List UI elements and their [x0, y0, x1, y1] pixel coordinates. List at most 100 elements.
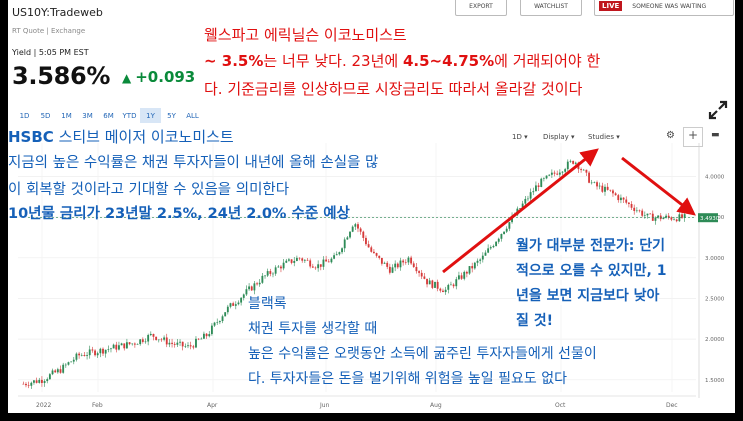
candle-body — [83, 355, 86, 357]
candle-body — [346, 237, 349, 240]
candle-body — [503, 231, 505, 234]
candle-body — [601, 185, 604, 192]
candle-body — [497, 238, 500, 242]
expand-icon[interactable] — [708, 100, 728, 120]
range-1m[interactable]: 1M — [61, 111, 72, 120]
crosshair-box[interactable] — [683, 127, 703, 147]
candle-body — [428, 280, 431, 285]
blackrock-text-2: 높은 수익률은 오랫동안 소득에 굶주린 투자자들에게 선물이 — [248, 346, 597, 362]
comment-icon[interactable]: ▬ — [711, 130, 720, 140]
wells-fargo-title: 웰스파고 에릭닐슨 이코노미스트 — [204, 26, 407, 44]
candle-body — [431, 280, 434, 288]
candle-body — [590, 182, 593, 184]
candle-body — [447, 284, 450, 290]
candle-body — [391, 267, 394, 273]
candle-body — [147, 334, 150, 342]
candle-body — [237, 302, 240, 305]
candle-body — [561, 171, 564, 173]
candle-body — [112, 344, 115, 349]
candle-body — [681, 214, 683, 218]
candle-body — [386, 262, 389, 267]
candle-body — [319, 264, 322, 267]
candle-body — [120, 343, 123, 346]
candle-body — [657, 215, 660, 218]
candle-body — [240, 297, 243, 303]
candle-body — [574, 162, 577, 164]
candle-body — [399, 260, 402, 268]
candle-body — [208, 334, 211, 337]
range-all[interactable]: ALL — [186, 111, 199, 120]
candle-body — [542, 178, 545, 179]
candle-body — [115, 344, 118, 350]
candle-body — [630, 204, 633, 208]
blackrock-title: 블랙록 — [248, 296, 287, 312]
candle-body — [476, 260, 479, 263]
range-5d[interactable]: 5D — [40, 111, 51, 120]
candle-body — [596, 182, 598, 187]
candle-body — [402, 260, 405, 263]
candle-body — [450, 284, 452, 286]
candle-body — [234, 304, 237, 306]
candle-body — [181, 341, 184, 347]
candle-body — [91, 349, 94, 351]
candle-body — [56, 369, 59, 373]
candle-body — [338, 252, 341, 255]
candle-body — [314, 267, 317, 269]
candle-body — [357, 224, 359, 229]
candle-body — [365, 237, 367, 245]
live-tv-button[interactable]: LIVE SOMEONE WAS WAITING — [594, 0, 734, 16]
candle-body — [221, 316, 224, 322]
studies-dropdown[interactable]: Studies ▾ — [588, 133, 620, 141]
range-1y[interactable]: 1Y — [140, 108, 161, 123]
range-3m[interactable]: 3M — [82, 111, 93, 120]
display-dropdown[interactable]: Display ▾ — [543, 133, 575, 141]
candle-body — [659, 215, 662, 220]
live-badge: LIVE — [599, 1, 623, 11]
candle-body — [99, 348, 102, 354]
export-button[interactable]: EXPORT — [455, 0, 507, 16]
candle-body — [349, 231, 351, 238]
candle-body — [481, 255, 484, 260]
candle-body — [532, 191, 535, 193]
y-tick-label: 1.5000 — [705, 378, 725, 384]
candle-body — [667, 215, 670, 218]
candle-body — [418, 271, 421, 273]
candle-body — [500, 233, 503, 239]
candle-body — [110, 348, 112, 350]
ticker-symbol: US10Y:Tradeweb — [12, 6, 103, 19]
candle-body — [633, 207, 636, 211]
candle-body — [282, 262, 285, 269]
candle-body — [426, 278, 428, 285]
candle-body — [59, 369, 62, 373]
range-5y[interactable]: 5Y — [167, 111, 176, 120]
candles — [22, 159, 696, 389]
candle-body — [380, 257, 383, 264]
x-axis: 2022 Feb Apr Jun Aug Oct Dec — [36, 402, 678, 409]
candle-body — [388, 266, 391, 273]
candle-body — [598, 185, 601, 187]
candle-body — [569, 160, 572, 162]
range-1d[interactable]: 1D — [19, 111, 30, 120]
candle-body — [673, 219, 675, 221]
candle-body — [38, 379, 41, 383]
x-tick-label: Apr — [207, 402, 218, 409]
candle-body — [580, 169, 583, 171]
interval-dropdown[interactable]: 1D ▾ — [512, 133, 528, 141]
candle-body — [558, 172, 561, 175]
candle-body — [545, 175, 548, 179]
candle-body — [415, 266, 418, 272]
range-6m[interactable]: 6M — [103, 111, 114, 120]
crosshair-icon[interactable]: + — [688, 128, 699, 142]
gear-icon[interactable]: ⚙ — [666, 130, 675, 141]
range-ytd[interactable]: YTD — [122, 111, 137, 120]
candle-body — [128, 342, 131, 345]
candle-body — [550, 172, 553, 175]
candle-body — [195, 338, 197, 348]
candle-body — [269, 271, 272, 274]
yield-change: ▲ +0.093 — [122, 68, 195, 86]
candle-body — [484, 252, 487, 256]
candle-body — [88, 349, 91, 356]
candle-body — [508, 222, 511, 229]
watchlist-button[interactable]: WATCHLIST — [520, 0, 582, 16]
candle-body — [617, 195, 620, 201]
